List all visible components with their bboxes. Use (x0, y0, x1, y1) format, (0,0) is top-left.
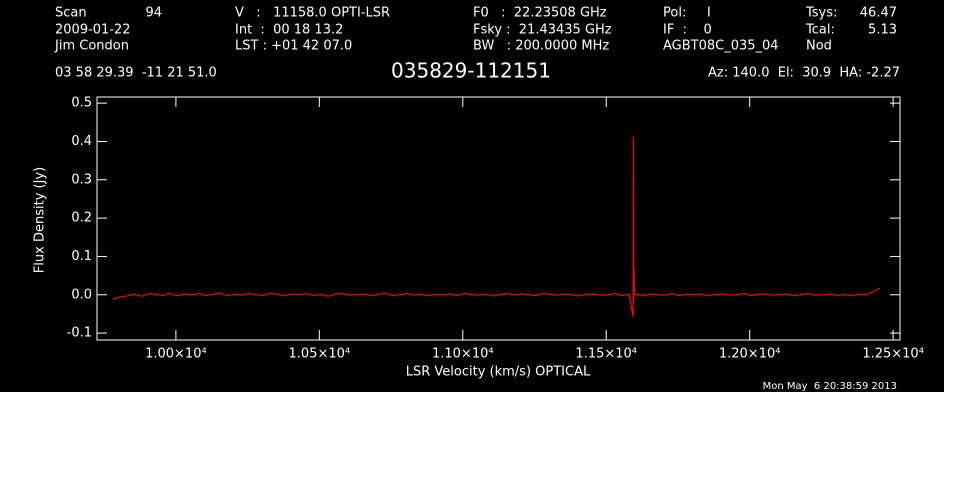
header-text: Tcal: (805, 23, 835, 38)
header-text: 2009-01-22 (55, 23, 131, 38)
header-text: Tsys: (805, 6, 837, 21)
y-tick-label: 0.1 (71, 249, 92, 264)
header-text: Fsky : 21.43435 GHz (473, 23, 612, 38)
y-tick-label: 0.4 (71, 134, 92, 149)
spectrum-line (112, 136, 881, 318)
timestamp: Mon May 6 20:38:59 2013 (763, 381, 897, 392)
y-tick-label: 0.2 (71, 211, 92, 226)
x-axis-label: LSR Velocity (km/s) OPTICAL (406, 365, 591, 380)
y-tick-label: 0.5 (71, 96, 92, 111)
header-text: V : 11158.0 OPTI-LSR (235, 6, 390, 21)
header-text: Jim Condon (54, 39, 129, 54)
x-tick-label: 1.05×10⁴ (289, 347, 351, 362)
chart-title: 035829-112151 (391, 59, 551, 83)
header-text: 94 (145, 6, 162, 21)
header-text: Scan (55, 6, 87, 21)
header-text: Az: 140.0 El: 30.9 HA: -2.27 (708, 66, 900, 81)
y-tick-label: -0.1 (67, 326, 92, 341)
y-tick-label: 0.3 (71, 172, 92, 187)
y-axis-label: Flux Density (Jy) (33, 167, 48, 273)
header-text: 5.13 (868, 23, 897, 38)
x-tick-label: 1.10×10⁴ (432, 347, 494, 362)
background (0, 0, 944, 392)
header-text: Int : 00 18 13.2 (235, 23, 343, 38)
x-tick-label: 1.15×10⁴ (575, 347, 637, 362)
header-text: BW : 200.0000 MHz (473, 39, 609, 54)
header-text: Pol: I (663, 6, 711, 21)
header-text: AGBT08C_035_04 (663, 39, 779, 54)
header-text: 46.47 (860, 6, 897, 21)
x-tick-label: 1.20×10⁴ (719, 347, 781, 362)
header-text: F0 : 22.23508 GHz (473, 6, 607, 21)
header-text: IF : 0 (663, 23, 712, 38)
header-text: 03 58 29.39 -11 21 51.0 (55, 66, 217, 81)
x-tick-label: 1.00×10⁴ (145, 347, 207, 362)
header-text: Nod (806, 39, 832, 54)
x-tick-label: 1.25×10⁴ (862, 347, 924, 362)
header-text: LST : +01 42 07.0 (235, 39, 352, 54)
y-tick-label: 0.0 (71, 287, 92, 302)
